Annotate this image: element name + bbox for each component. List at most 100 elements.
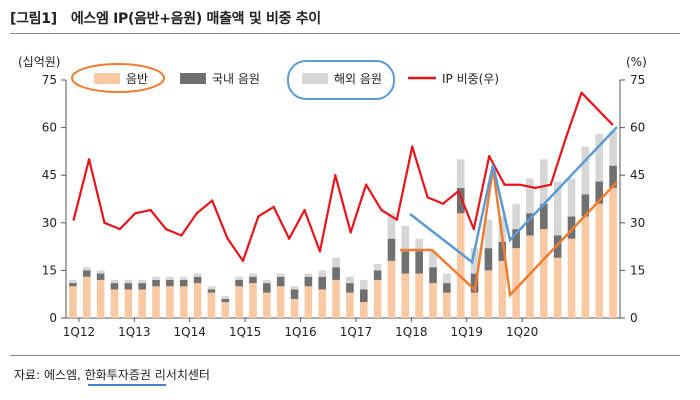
bar-overseas bbox=[443, 273, 451, 284]
bar-domestic bbox=[193, 276, 202, 284]
bar-domestic bbox=[609, 165, 617, 188]
bar-domestic bbox=[512, 229, 520, 249]
y-right-tick-label: 30 bbox=[630, 216, 645, 230]
line-point bbox=[611, 123, 614, 126]
bar-domestic bbox=[276, 276, 285, 287]
bar-overseas bbox=[359, 279, 368, 290]
y-left-tick-label: 30 bbox=[42, 216, 57, 230]
line-point bbox=[518, 183, 522, 186]
bar-album bbox=[581, 216, 590, 318]
bar-overseas bbox=[456, 159, 465, 188]
line-point bbox=[318, 250, 322, 253]
source-note: 자료: 에스엠, 한화투자증권 리서치센터 bbox=[14, 366, 210, 383]
line-point bbox=[272, 205, 275, 209]
bar-overseas bbox=[553, 181, 562, 236]
line-point bbox=[210, 199, 214, 202]
bar-domestic bbox=[484, 248, 493, 271]
bar-album bbox=[595, 203, 604, 318]
x-tick-label: 1Q13 bbox=[118, 325, 150, 339]
bar-domestic bbox=[318, 276, 327, 290]
bar-album bbox=[207, 292, 216, 318]
bar-album bbox=[193, 283, 202, 318]
bar-domestic bbox=[429, 267, 437, 284]
line-point bbox=[180, 234, 183, 237]
bar-overseas bbox=[346, 276, 354, 284]
source-underline bbox=[88, 384, 166, 386]
bar-album bbox=[553, 257, 562, 318]
line-point bbox=[72, 218, 75, 221]
line-point bbox=[118, 227, 122, 231]
legend-swatch-overseas bbox=[302, 73, 328, 84]
bar-album bbox=[318, 289, 327, 318]
bar-album bbox=[152, 286, 160, 318]
bar-overseas bbox=[595, 133, 604, 182]
bar-domestic bbox=[235, 279, 243, 287]
bar-album bbox=[82, 276, 91, 318]
bar-domestic bbox=[332, 267, 340, 280]
y-left-tick-label: 15 bbox=[42, 263, 57, 277]
bar-overseas bbox=[470, 248, 479, 274]
y-right-tick-label: 45 bbox=[630, 168, 645, 182]
y-right-tick-label: 75 bbox=[630, 73, 645, 87]
bar-domestic bbox=[401, 251, 410, 274]
bar-overseas bbox=[540, 159, 548, 204]
bar-album bbox=[138, 289, 146, 318]
figure-tag: [그림1] bbox=[10, 11, 57, 27]
bar-album bbox=[401, 273, 410, 318]
bar-album bbox=[484, 270, 493, 318]
y-right-tick-label: 0 bbox=[630, 311, 638, 325]
bar-domestic bbox=[387, 238, 396, 261]
y-right-tick-label: 15 bbox=[630, 263, 645, 277]
bar-overseas bbox=[152, 276, 160, 280]
y-right-tick-label: 60 bbox=[630, 121, 645, 135]
bar-domestic bbox=[82, 270, 91, 277]
bar-domestic bbox=[152, 279, 160, 287]
x-tick-label: 1Q17 bbox=[340, 325, 372, 339]
bar-album bbox=[373, 279, 382, 318]
bar-album bbox=[304, 286, 313, 318]
legend-highlight-orange bbox=[71, 63, 165, 93]
legend-label-overseas: 해외 음원 bbox=[334, 72, 382, 86]
line-point bbox=[534, 186, 537, 190]
x-tick-label: 1Q12 bbox=[63, 325, 95, 339]
bar-album bbox=[179, 286, 188, 318]
line-point bbox=[411, 145, 414, 148]
line-point bbox=[241, 259, 245, 263]
bar-domestic bbox=[207, 289, 216, 293]
y-right-unit: (%) bbox=[626, 55, 647, 69]
bar-overseas bbox=[249, 273, 257, 277]
bar-album bbox=[96, 279, 105, 318]
y-left-unit: (십억원) bbox=[18, 55, 60, 69]
annotation-blue-trend bbox=[409, 126, 618, 265]
line-point bbox=[164, 227, 168, 231]
line-point bbox=[426, 196, 429, 199]
bar-overseas bbox=[263, 279, 271, 284]
bar-domestic bbox=[373, 270, 382, 280]
bar-domestic bbox=[567, 216, 576, 239]
bar-album bbox=[567, 238, 576, 318]
bar-domestic bbox=[581, 194, 590, 217]
x-tick-label: 1Q16 bbox=[284, 325, 316, 339]
bar-album bbox=[443, 292, 451, 318]
y-left-tick-label: 45 bbox=[42, 168, 57, 182]
y-left-tick-label: 75 bbox=[42, 73, 57, 87]
line-point bbox=[441, 202, 445, 205]
bar-overseas bbox=[373, 264, 382, 271]
bar-overseas bbox=[207, 286, 216, 290]
bar-album bbox=[429, 283, 437, 318]
line-point bbox=[564, 135, 568, 139]
source-highlight: 한화투자증권 bbox=[84, 368, 151, 382]
title-divider bbox=[10, 33, 680, 34]
line-point bbox=[87, 158, 91, 161]
bar-overseas bbox=[193, 273, 202, 277]
bar-domestic bbox=[290, 289, 299, 299]
bar-domestic bbox=[443, 283, 451, 293]
y-left-tick-label: 60 bbox=[42, 121, 57, 135]
bar-album bbox=[346, 292, 354, 318]
bar-overseas bbox=[581, 146, 590, 195]
bar-domestic bbox=[166, 279, 174, 287]
bar-overseas bbox=[124, 279, 133, 284]
figure-title-text: 에스엠 IP(음반+음원) 매출액 및 비중 추이 bbox=[70, 11, 321, 27]
bar-album bbox=[498, 260, 507, 318]
